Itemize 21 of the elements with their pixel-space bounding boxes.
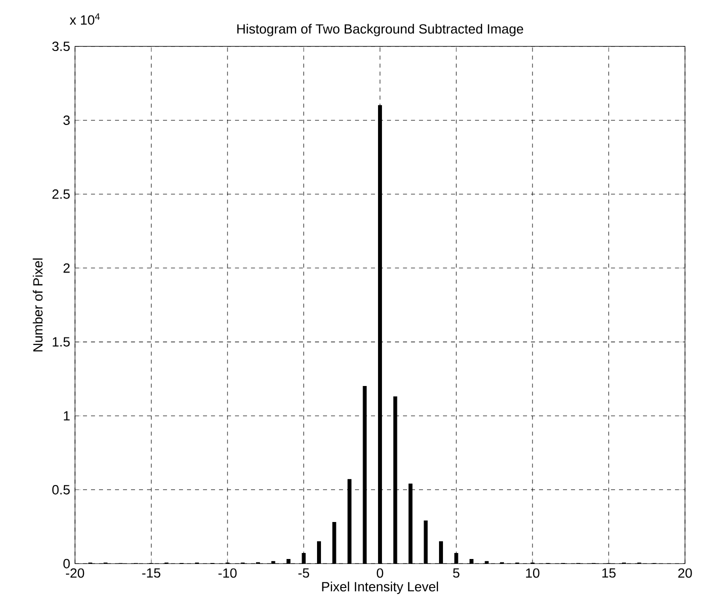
y-tick-label: 1 (64, 411, 70, 420)
text: x 10$^{4}$ (70, 13, 100, 25)
x-tick-label: 10 (526, 568, 540, 578)
y-tick-label: 0 (63, 558, 70, 568)
y-tick-label: 1.5 (52, 337, 70, 347)
x-axis-title: Pixel Intensity Level (322, 582, 438, 594)
x-tick-label: -20 (66, 568, 84, 578)
y-tick-label: 3.5 (52, 42, 70, 52)
x-tick-label: 0 (376, 568, 384, 578)
y-tick-label: 0.5 (52, 485, 70, 494)
y-tick-label: 2.5 (52, 189, 70, 199)
y-tick-label: 3 (63, 116, 70, 125)
x-tick-label: 20 (678, 568, 692, 578)
x-tick-label: 5 (453, 568, 460, 578)
chart-title: Histogram of Two Background Subtracted Image (237, 24, 524, 36)
y-tick-label: 2 (64, 263, 70, 273)
x-tick-label: -10 (218, 568, 237, 578)
y-axis-title: Number of Pixel (32, 258, 43, 352)
x-tick-label: 15 (602, 568, 616, 578)
x-tick-label: -5 (298, 568, 310, 578)
x-tick-label: -15 (142, 568, 160, 578)
